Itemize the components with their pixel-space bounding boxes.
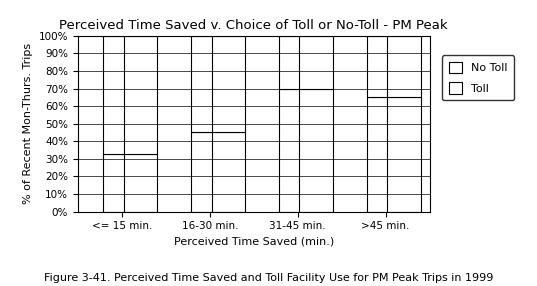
Y-axis label: % of Recent Mon-Thurs. Trips: % of Recent Mon-Thurs. Trips bbox=[23, 43, 33, 204]
Bar bbox=[212, 132, 245, 212]
Bar bbox=[124, 154, 157, 212]
Bar bbox=[191, 132, 224, 212]
Bar bbox=[367, 36, 401, 97]
Bar bbox=[367, 97, 401, 212]
Bar bbox=[279, 36, 313, 89]
Bar bbox=[387, 36, 421, 97]
Bar bbox=[103, 154, 137, 212]
Bar bbox=[300, 89, 333, 212]
Legend: No Toll, Toll: No Toll, Toll bbox=[442, 55, 514, 100]
Bar bbox=[212, 36, 245, 132]
Bar bbox=[387, 97, 421, 212]
Bar bbox=[124, 36, 157, 154]
Bar bbox=[191, 36, 224, 132]
Bar bbox=[279, 89, 313, 212]
Text: Figure 3-41. Perceived Time Saved and Toll Facility Use for PM Peak Trips in 199: Figure 3-41. Perceived Time Saved and To… bbox=[44, 273, 493, 283]
X-axis label: Perceived Time Saved (min.): Perceived Time Saved (min.) bbox=[173, 237, 334, 247]
Bar bbox=[300, 36, 333, 89]
Bar bbox=[103, 36, 137, 154]
Title: Perceived Time Saved v. Choice of Toll or No-Toll - PM Peak: Perceived Time Saved v. Choice of Toll o… bbox=[60, 19, 448, 32]
